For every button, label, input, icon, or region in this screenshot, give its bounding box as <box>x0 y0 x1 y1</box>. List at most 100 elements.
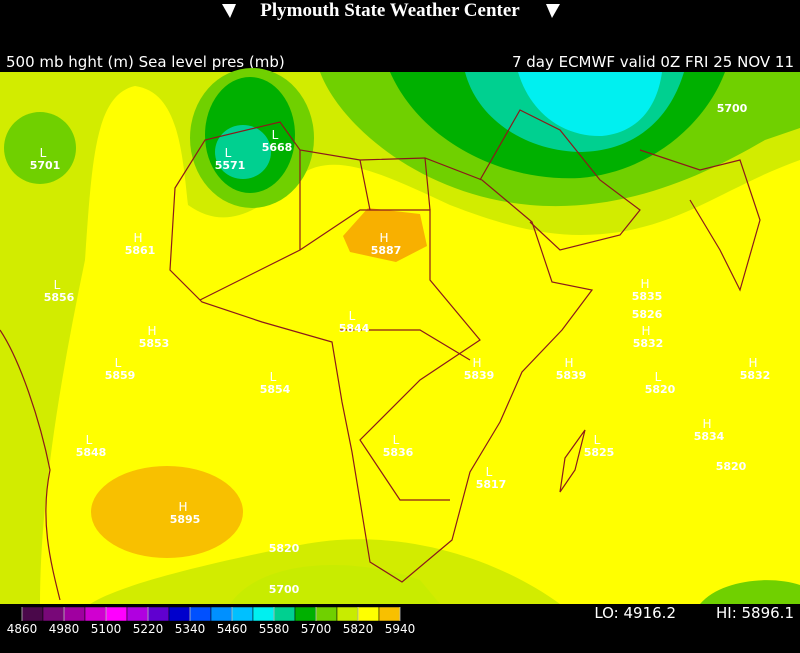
pressure-symbol: L <box>393 433 400 447</box>
height-value: 5844 <box>339 322 370 335</box>
pressure-symbol: L <box>594 433 601 447</box>
pressure-symbol: L <box>272 128 279 142</box>
colorbar-label: 5700 <box>301 622 332 636</box>
footer-hi: HI: 5896.1 <box>716 604 794 622</box>
pressure-symbol: H <box>133 231 142 245</box>
height-value: 5859 <box>105 369 136 382</box>
borders <box>0 109 761 601</box>
colorbar-swatch <box>105 606 128 622</box>
colorbar-label: 4980 <box>49 622 80 636</box>
height-value: 5887 <box>371 244 402 257</box>
pressure-symbol: L <box>655 370 662 384</box>
colorbar-swatch <box>147 606 170 622</box>
pressure-symbol: H <box>472 356 481 370</box>
height-value: 5861 <box>125 244 156 257</box>
contour-fill <box>4 112 76 184</box>
contour-label: 5820 <box>269 542 300 555</box>
border <box>199 209 481 501</box>
height-value: 5832 <box>740 369 771 382</box>
height-value: 5839 <box>464 369 495 382</box>
pressure-symbol: H <box>748 356 757 370</box>
coastline <box>479 109 641 251</box>
header-right: 7 day ECMWF valid 0Z FRI 25 NOV 11 <box>512 53 794 71</box>
colorbar-label: 5820 <box>343 622 374 636</box>
height-value: 5895 <box>170 513 201 526</box>
height-value: 5839 <box>556 369 587 382</box>
height-value: 5832 <box>633 337 664 350</box>
border <box>299 150 471 361</box>
colorbar-swatch <box>273 606 296 622</box>
pressure-symbol: L <box>349 309 356 323</box>
coastline <box>169 121 594 583</box>
pressure-symbol: L <box>115 356 122 370</box>
height-value: 5834 <box>694 430 725 443</box>
header-left: 500 mb hght (m) Sea level pres (mb) <box>6 53 285 71</box>
colorbar-swatch <box>294 606 317 622</box>
colorbar-swatch <box>21 606 44 622</box>
height-value: 5817 <box>476 478 507 491</box>
colorbar-swatch <box>315 606 338 622</box>
colorbar-swatch <box>357 606 380 622</box>
contour-label: 5826 <box>632 308 663 321</box>
contour-label: 5820 <box>716 460 747 473</box>
colorbar-swatch <box>336 606 359 622</box>
pressure-symbol: L <box>225 146 232 160</box>
title: Plymouth State Weather Center <box>260 0 520 21</box>
height-value: 5856 <box>44 291 75 304</box>
footer-lo: LO: 4916.2 <box>594 604 676 622</box>
contour-fill <box>518 72 662 137</box>
colorbar-swatch <box>252 606 275 622</box>
contour-fill <box>230 564 440 604</box>
pressure-symbol: L <box>270 370 277 384</box>
title-icon <box>222 4 236 18</box>
contour-fill <box>40 86 800 604</box>
height-value: 5853 <box>139 337 170 350</box>
colorbar-swatch <box>378 606 401 622</box>
map-labels: L5701L5668L5571H5861H5887L5856L5844H5835… <box>30 102 771 596</box>
pressure-symbol: H <box>564 356 573 370</box>
contour-fill <box>700 580 800 604</box>
colorbar-label: 5100 <box>91 622 122 636</box>
coastline <box>0 329 61 601</box>
height-value: 5836 <box>383 446 414 459</box>
pressure-symbol: H <box>147 324 156 338</box>
height-value: 5835 <box>632 290 663 303</box>
height-value: 5820 <box>645 383 676 396</box>
contour-fill <box>343 208 427 262</box>
coastline <box>559 429 586 493</box>
pressure-symbol: H <box>640 277 649 291</box>
colorbar-swatch <box>84 606 107 622</box>
pressure-symbol: L <box>86 433 93 447</box>
colorbar-label: 5940 <box>385 622 416 636</box>
colorbar-label: 5340 <box>175 622 206 636</box>
contour-fill <box>91 466 243 558</box>
colorbar-swatch <box>231 606 254 622</box>
pressure-symbol: H <box>178 500 187 514</box>
pressure-symbol: L <box>40 146 47 160</box>
height-value: 5848 <box>76 446 107 459</box>
colorbar-swatch <box>42 606 65 622</box>
colorbar-swatch <box>63 606 86 622</box>
colorbar-label: 4860 <box>7 622 38 636</box>
height-value: 5825 <box>584 446 615 459</box>
height-value: 5854 <box>260 383 291 396</box>
colorbar-swatch <box>210 606 233 622</box>
pressure-symbol: H <box>702 417 711 431</box>
height-value: 5668 <box>262 141 293 154</box>
coastline <box>639 149 761 292</box>
height-value: 5701 <box>30 159 61 172</box>
pressure-symbol: L <box>54 278 61 292</box>
height-value: 5571 <box>215 159 246 172</box>
map <box>0 68 800 604</box>
colorbar-swatch <box>126 606 149 622</box>
pressure-symbol: H <box>641 324 650 338</box>
pressure-symbol: H <box>379 231 388 245</box>
contour-label: 5700 <box>269 583 300 596</box>
colorbar-swatch <box>168 606 191 622</box>
colorbar-label: 5460 <box>217 622 248 636</box>
contour-fill <box>215 125 271 179</box>
title-icon <box>546 4 560 18</box>
colorbar-label: 5580 <box>259 622 290 636</box>
contour-label: 5700 <box>717 102 748 115</box>
